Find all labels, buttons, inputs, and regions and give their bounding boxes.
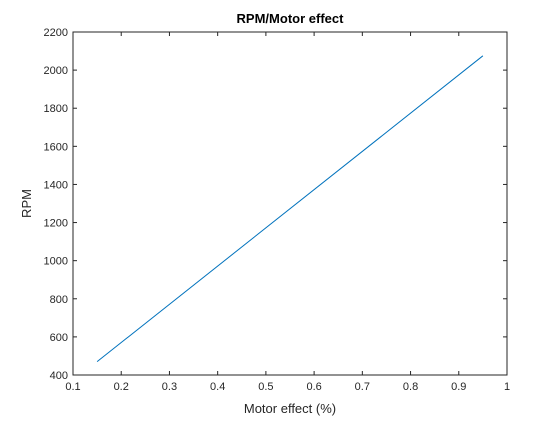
x-tick-label: 1: [504, 381, 510, 393]
x-tick-label: 0.4: [210, 381, 225, 393]
y-tick-label: 1800: [44, 103, 68, 115]
y-tick-label: 1200: [44, 218, 68, 230]
y-tick-label: 1000: [44, 256, 68, 268]
x-tick-label: 0.5: [258, 381, 273, 393]
tick-labels-layer: 0.1 0.2 0.3 0.4 0.5 0.6 0.7 0.8 0.9 1400600800100…: [44, 27, 511, 393]
x-axis-label: Motor effect (%): [244, 401, 336, 416]
plot-area: [73, 32, 507, 375]
x-tick-label: 0.6: [306, 381, 321, 393]
x-tick-label: 0.1: [65, 381, 80, 393]
y-tick-label: 1400: [44, 179, 68, 191]
y-tick-label: 400: [50, 370, 68, 382]
series-layer: [96, 55, 484, 363]
y-tick-label: 2200: [44, 27, 68, 39]
series-line: [96, 55, 484, 363]
y-tick-label: 800: [50, 294, 68, 306]
x-tick-label: 0.9: [451, 381, 466, 393]
chart-title: RPM/Motor effect: [237, 11, 345, 26]
x-tick-label: 0.3: [162, 381, 177, 393]
y-axis-label: RPM: [19, 189, 34, 218]
y-tick-label: 600: [50, 332, 68, 344]
x-tick-label: 0.2: [114, 381, 129, 393]
axes-box: [72, 31, 508, 376]
x-tick-label: 0.7: [355, 381, 370, 393]
x-tick-label: 0.8: [403, 381, 418, 393]
y-tick-label: 1600: [44, 141, 68, 153]
y-tick-label: 2000: [44, 65, 68, 77]
